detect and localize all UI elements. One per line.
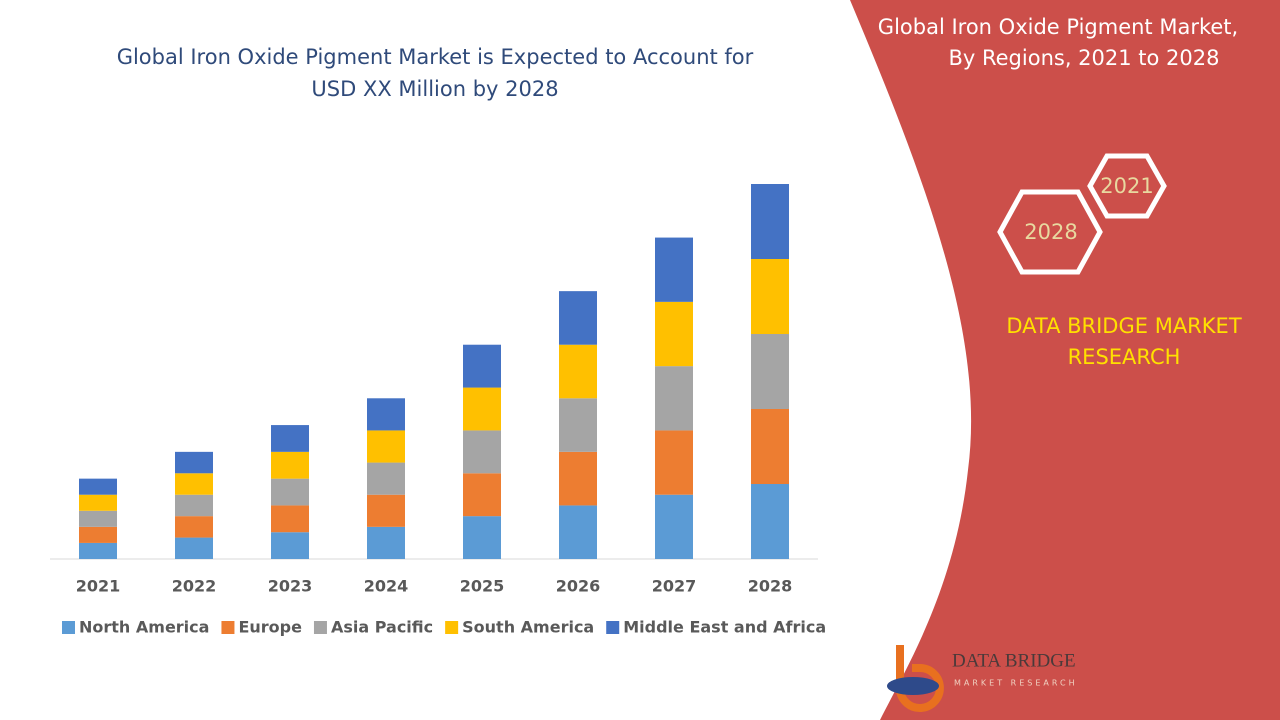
legend-swatch xyxy=(221,621,235,634)
legend-label: North America xyxy=(79,618,209,637)
bar-segment xyxy=(559,505,597,559)
logo-name: DATA BRIDGE xyxy=(952,650,1076,671)
bar-segment xyxy=(559,398,597,452)
hexagon xyxy=(1087,153,1167,219)
side-panel xyxy=(850,0,1280,720)
bar-segment xyxy=(655,494,693,559)
hexagon-label: 2028 xyxy=(1024,220,1077,244)
bar-segment xyxy=(463,516,501,559)
bar-segment xyxy=(463,344,501,388)
bar-segment xyxy=(271,451,309,479)
x-tick-label: 2024 xyxy=(364,577,409,596)
bar-segment xyxy=(367,462,405,495)
bar-segment xyxy=(367,430,405,463)
legend-swatch xyxy=(606,621,620,634)
bar-segment xyxy=(751,184,789,259)
hexagon xyxy=(997,189,1103,275)
bar-segment xyxy=(271,425,309,452)
bar-segment xyxy=(271,532,309,559)
bar-segment xyxy=(271,505,309,533)
bar-segment xyxy=(79,478,117,495)
brand-text: RESEARCH xyxy=(1068,345,1181,369)
x-tick-label: 2027 xyxy=(652,577,697,596)
bar-segment xyxy=(463,430,501,474)
bar-segment xyxy=(367,398,405,431)
logo-mark xyxy=(896,645,944,712)
legend-swatch xyxy=(62,621,75,634)
bar-segment xyxy=(655,237,693,302)
logo-tagline: MARKET RESEARCH xyxy=(954,679,1078,688)
legend-label: South America xyxy=(462,618,594,637)
bar-segment xyxy=(79,526,117,543)
x-tick-label: 2026 xyxy=(556,577,601,596)
bar-segment xyxy=(175,451,213,474)
legend-label: Middle East and Africa xyxy=(623,618,826,637)
bar-segment xyxy=(751,484,789,559)
bar-segment xyxy=(559,451,597,506)
legend-swatch xyxy=(313,621,327,634)
bar-segment xyxy=(655,301,693,367)
hexagon-label: 2021 xyxy=(1100,174,1153,198)
bar-segment xyxy=(751,259,789,334)
bar-segment xyxy=(751,334,789,409)
bar-segment xyxy=(559,344,597,399)
x-tick-label: 2025 xyxy=(460,577,505,596)
legend-swatch xyxy=(445,621,459,634)
legend-label: Asia Pacific xyxy=(331,618,433,637)
bar-segment xyxy=(655,430,693,495)
chart-title: USD XX Million by 2028 xyxy=(311,77,558,101)
bar-segment xyxy=(463,473,501,517)
brand-text: DATA BRIDGE MARKET xyxy=(1006,314,1241,338)
legend-label: Europe xyxy=(238,618,302,637)
bar-segment xyxy=(463,387,501,431)
bar-segment xyxy=(559,291,597,345)
logo: DATA BRIDGE MARKET RESEARCH xyxy=(887,645,1078,712)
bar-segment xyxy=(79,494,117,511)
bar-segment xyxy=(175,516,213,538)
bar-segment xyxy=(175,473,213,495)
bar-segment xyxy=(175,494,213,517)
bar-segment xyxy=(751,409,789,484)
bar-segment xyxy=(79,542,117,559)
x-tick-label: 2022 xyxy=(172,577,217,596)
x-tick-label: 2028 xyxy=(748,577,793,596)
x-tick-label: 2023 xyxy=(268,577,313,596)
bar-segment xyxy=(367,494,405,527)
bar-segment xyxy=(79,510,117,527)
bar-segment xyxy=(367,526,405,559)
bar-segment xyxy=(271,478,309,506)
chart-title: Global Iron Oxide Pigment Market is Expe… xyxy=(117,45,754,69)
logo-mark xyxy=(887,677,939,695)
bar-segment xyxy=(655,366,693,431)
panel-title: Global Iron Oxide Pigment Market, xyxy=(878,15,1238,39)
x-tick-label: 2021 xyxy=(76,577,121,596)
panel-title: By Regions, 2021 to 2028 xyxy=(948,46,1219,70)
bar-segment xyxy=(175,537,213,559)
